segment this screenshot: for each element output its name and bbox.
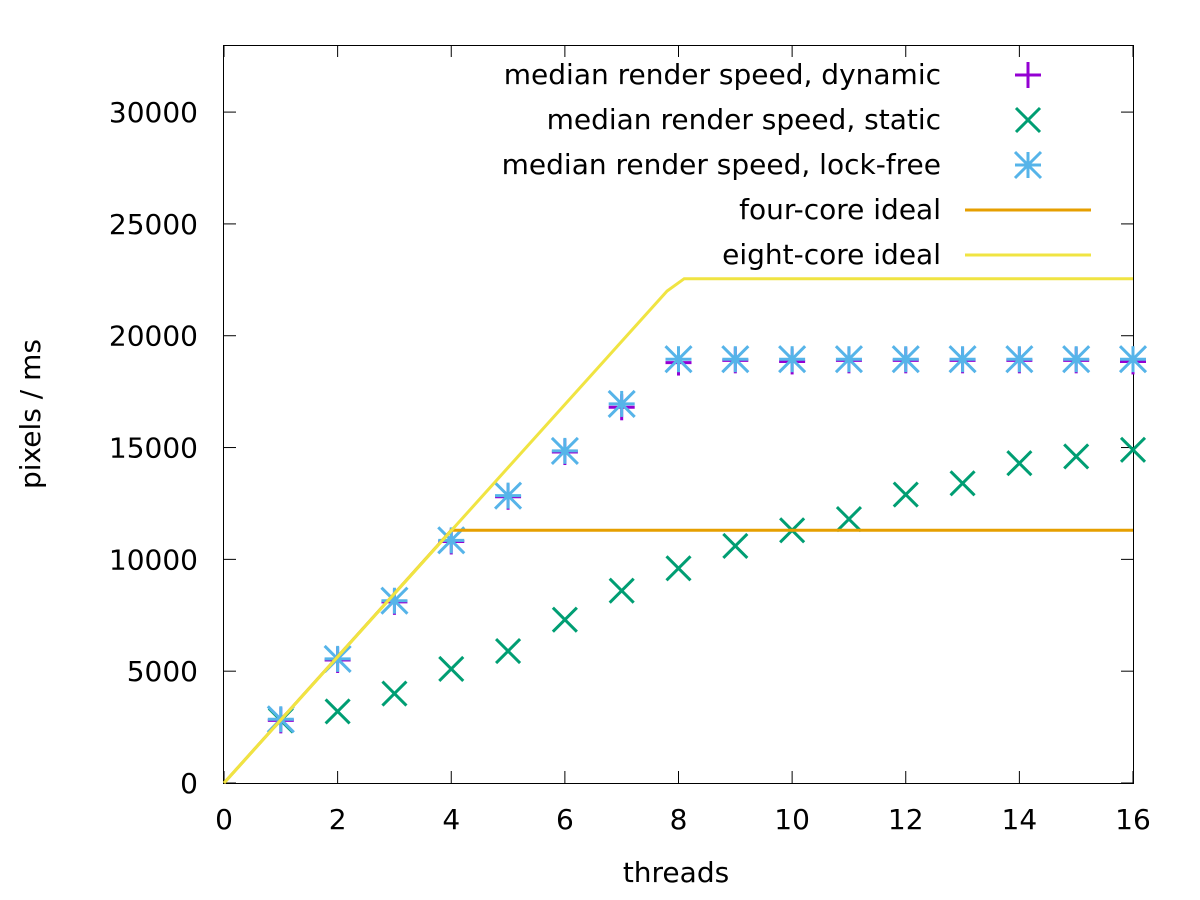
y-tick-label: 25000: [109, 208, 198, 241]
data-point: [494, 481, 523, 510]
data-point: [324, 698, 351, 725]
data-point: [835, 506, 862, 533]
y-tick-label: 30000: [109, 96, 198, 129]
y-tick-label: 20000: [109, 320, 198, 353]
x-axis-ticks: 0 2 4 6 8 10 12 14 16: [215, 45, 1151, 836]
data-point: [550, 436, 579, 465]
y-axis-label: pixels / ms: [14, 339, 47, 489]
y-tick-label: 5000: [127, 655, 198, 688]
y-tick-label: 0: [180, 767, 198, 800]
x-tick-label: 8: [670, 803, 688, 836]
data-point: [1118, 345, 1148, 374]
y-tick-label: 10000: [109, 543, 198, 576]
x-axis-label: threads: [623, 856, 729, 889]
data-point: [607, 389, 636, 418]
legend-label: median render speed, static: [547, 103, 941, 136]
data-point: [495, 637, 522, 665]
x-tick-label: 2: [329, 803, 347, 836]
data-point: [1119, 436, 1147, 463]
series-4: [222, 277, 1133, 785]
data-point: [778, 345, 807, 374]
x-tick-label: 14: [1002, 803, 1038, 836]
x-tick-label: 4: [442, 803, 460, 836]
data-point: [891, 345, 920, 374]
data-point: [665, 555, 692, 582]
legend-label: four-core ideal: [739, 193, 941, 226]
data-point: [1006, 450, 1033, 477]
series-2: [266, 345, 1148, 734]
data-point: [438, 655, 465, 683]
series-layer: [222, 277, 1148, 785]
data-point: [551, 606, 578, 633]
y-tick-label: 15000: [109, 432, 198, 465]
data-point: [948, 345, 977, 374]
y-axis-ticks: 0 5000 10000 15000 20000 25000 30000: [109, 96, 1133, 800]
data-point: [1005, 345, 1034, 374]
data-point: [834, 345, 863, 374]
x-tick-label: 10: [774, 803, 810, 836]
legend-label: median render speed, dynamic: [504, 58, 941, 91]
legend-marker-swatch: [1013, 150, 1043, 180]
data-point: [892, 481, 919, 508]
x-tick-label: 0: [215, 803, 233, 836]
legend-label: median render speed, lock-free: [502, 148, 941, 181]
x-tick-label: 6: [556, 803, 574, 836]
series-0: [267, 347, 1146, 734]
x-tick-label: 12: [888, 803, 924, 836]
legend: median render speed, dynamic median rende…: [502, 58, 1091, 271]
x-tick-label: 16: [1115, 803, 1151, 836]
data-point: [381, 680, 408, 707]
data-point: [1062, 345, 1091, 374]
data-point: [608, 577, 635, 604]
data-point: [949, 470, 976, 497]
data-point: [664, 345, 693, 374]
legend-label: eight-core ideal: [722, 238, 941, 271]
data-point: [1063, 443, 1090, 470]
legend-marker-swatch: [1014, 106, 1042, 134]
data-point: [722, 532, 749, 560]
series-line: [222, 277, 1133, 785]
legend-marker-swatch: [1015, 62, 1041, 88]
data-point: [721, 345, 750, 374]
